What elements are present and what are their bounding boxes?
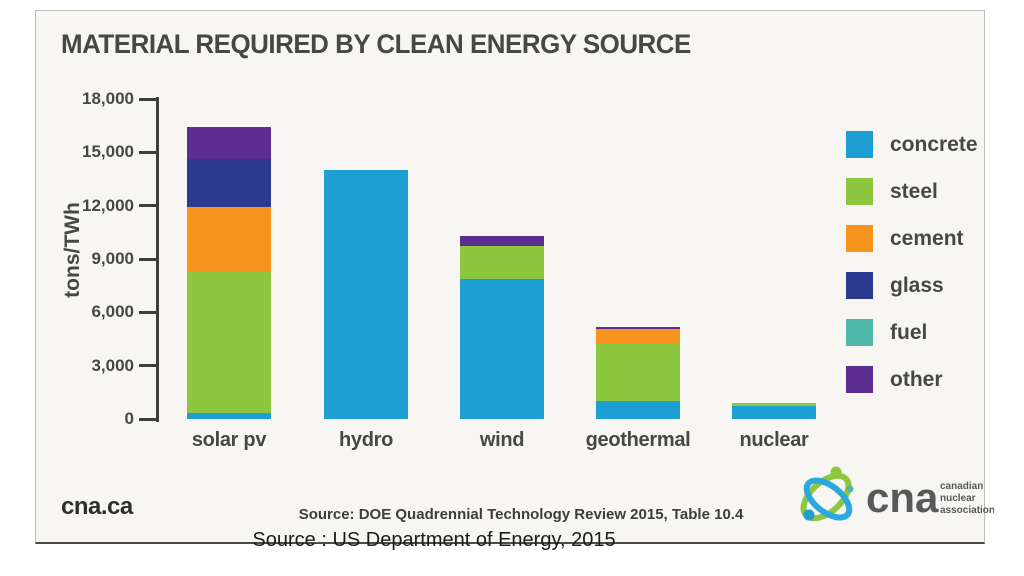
legend-label: cement bbox=[890, 227, 964, 250]
legend-swatch-fuel bbox=[846, 319, 873, 346]
y-tick-label: 3,000 bbox=[91, 355, 134, 375]
svg-text:nuclear: nuclear bbox=[940, 493, 976, 504]
plot-area: 18,000 15,000 12,000 9,000 6,000 3,000 0 solar … bbox=[82, 89, 846, 451]
x-axis-label: solar pv bbox=[191, 429, 267, 451]
cna-logo-tagline: canadian nuclear association bbox=[940, 481, 994, 516]
legend-item-cement: cement bbox=[846, 225, 978, 252]
bar-solar-pv bbox=[187, 99, 271, 419]
y-tick-mark bbox=[139, 257, 156, 261]
bar-segment-concrete bbox=[460, 279, 544, 419]
legend: concrete steel cement glass fuel other bbox=[846, 131, 978, 413]
x-axis-label: nuclear bbox=[739, 429, 809, 451]
legend-item-other: other bbox=[846, 366, 978, 393]
legend-item-concrete: concrete bbox=[846, 131, 978, 158]
bar-segment-steel bbox=[596, 342, 680, 402]
website-text: cna.ca bbox=[61, 493, 133, 520]
legend-label: other bbox=[890, 368, 943, 391]
y-tick-mark bbox=[139, 310, 156, 314]
bar-segment-cement bbox=[596, 329, 680, 343]
bar-segment-other bbox=[460, 236, 544, 246]
y-tick-label: 18,000 bbox=[82, 89, 134, 108]
cna-logo-text: cna bbox=[866, 474, 939, 521]
y-tick-mark bbox=[139, 364, 156, 368]
bar-segment-concrete bbox=[187, 412, 271, 419]
y-tick-label: 12,000 bbox=[82, 195, 134, 215]
svg-text:canadian: canadian bbox=[940, 481, 983, 492]
bar-segment-cement bbox=[187, 206, 271, 273]
bar-segment-steel bbox=[732, 402, 816, 406]
legend-swatch-other bbox=[846, 366, 873, 393]
bar-segment-concrete bbox=[596, 401, 680, 419]
x-axis-label: geothermal bbox=[585, 429, 691, 451]
y-tick-mark bbox=[139, 97, 156, 101]
legend-swatch-cement bbox=[846, 225, 873, 252]
bar-geothermal bbox=[596, 99, 680, 419]
bottom-caption: Source : US Department of Energy, 2015 bbox=[252, 529, 616, 551]
bar-segment-concrete bbox=[732, 405, 816, 419]
cna-logo: cna canadian nuclear association bbox=[800, 466, 994, 522]
x-axis-label: wind bbox=[479, 429, 525, 451]
y-tick-label: 6,000 bbox=[91, 302, 134, 322]
legend-label: steel bbox=[890, 180, 938, 203]
cna-atom-icon bbox=[800, 466, 854, 522]
y-tick-mark bbox=[139, 204, 156, 208]
svg-text:association: association bbox=[940, 505, 994, 516]
legend-item-steel: steel bbox=[846, 178, 978, 205]
source-note: Source: DOE Quadrennial Technology Revie… bbox=[298, 506, 744, 523]
legend-label: concrete bbox=[890, 133, 978, 156]
bar-segment-glass bbox=[187, 158, 271, 207]
legend-swatch-concrete bbox=[846, 131, 873, 158]
legend-swatch-glass bbox=[846, 272, 873, 299]
bar-segment-other bbox=[187, 126, 271, 159]
x-axis-label: hydro bbox=[338, 429, 394, 451]
y-tick-mark bbox=[139, 417, 156, 421]
chart-title: MATERIAL REQUIRED BY CLEAN ENERGY SOURCE bbox=[61, 29, 691, 59]
y-tick-label: 15,000 bbox=[82, 142, 134, 162]
legend-item-glass: glass bbox=[846, 272, 978, 299]
legend-label: fuel bbox=[890, 321, 928, 344]
y-tick-label: 0 bbox=[124, 409, 134, 428]
slide: MATERIAL REQUIRED BY CLEAN ENERGY SOURCE… bbox=[35, 10, 994, 544]
y-axis-line bbox=[156, 97, 159, 422]
y-tick-label: 9,000 bbox=[91, 249, 134, 268]
bar-segment-concrete bbox=[324, 170, 408, 419]
bar-segment-steel bbox=[187, 272, 271, 413]
legend-swatch-steel bbox=[846, 178, 873, 205]
bar-segment-steel bbox=[460, 245, 544, 280]
legend-label: glass bbox=[890, 274, 944, 297]
bar-segment-other bbox=[596, 327, 680, 330]
y-tick-mark bbox=[139, 150, 156, 154]
legend-item-fuel: fuel bbox=[846, 319, 978, 346]
bar-wind bbox=[460, 99, 544, 419]
bar-hydro bbox=[324, 99, 408, 419]
bar-nuclear bbox=[732, 99, 816, 419]
